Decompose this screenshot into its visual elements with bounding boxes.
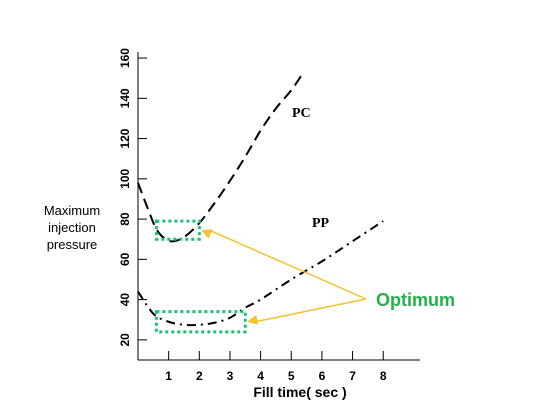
optimum-arrowhead-2 — [247, 314, 259, 325]
x-tick-label-7: 7 — [349, 369, 356, 383]
y-tick-label-120: 120 — [118, 128, 132, 148]
y-axis-label-line-3: pressure — [46, 237, 98, 252]
x-tick-label-6: 6 — [319, 369, 326, 383]
y-tick-label-40: 40 — [118, 293, 132, 307]
series-line-pc — [137, 71, 305, 243]
x-tick-label-2: 2 — [196, 369, 203, 383]
optimum-box-2 — [154, 310, 247, 334]
y-axis-label-line-2: injection — [48, 220, 96, 235]
optimum-arrow-2 — [255, 298, 367, 323]
x-tick-label-8: 8 — [380, 369, 387, 383]
x-axis-label: Fill time( sec ) — [253, 384, 347, 400]
y-tick-label-100: 100 — [118, 168, 132, 188]
series-line-pp — [137, 220, 384, 327]
y-tick-label-20: 20 — [118, 333, 132, 347]
series-label-pc: PC — [292, 106, 311, 121]
y-tick-label-80: 80 — [118, 212, 132, 226]
y-axis-label-line-1: Maximum — [43, 203, 101, 218]
x-tick-label-5: 5 — [288, 369, 295, 383]
y-tick-label-60: 60 — [118, 252, 132, 266]
series-label-pp: PP — [312, 216, 330, 231]
x-tick-label-4: 4 — [257, 369, 264, 383]
y-tick-label-140: 140 — [118, 88, 132, 108]
y-axis-label: Maximum injection pressure — [22, 202, 122, 253]
x-tick-label-3: 3 — [227, 369, 234, 383]
x-tick-label-1: 1 — [165, 369, 172, 383]
optimum-label: Optimum — [376, 290, 455, 310]
y-tick-label-160: 160 — [118, 48, 132, 68]
optimum-arrow-1 — [209, 229, 367, 300]
optimum-arrowhead-1 — [201, 229, 213, 239]
